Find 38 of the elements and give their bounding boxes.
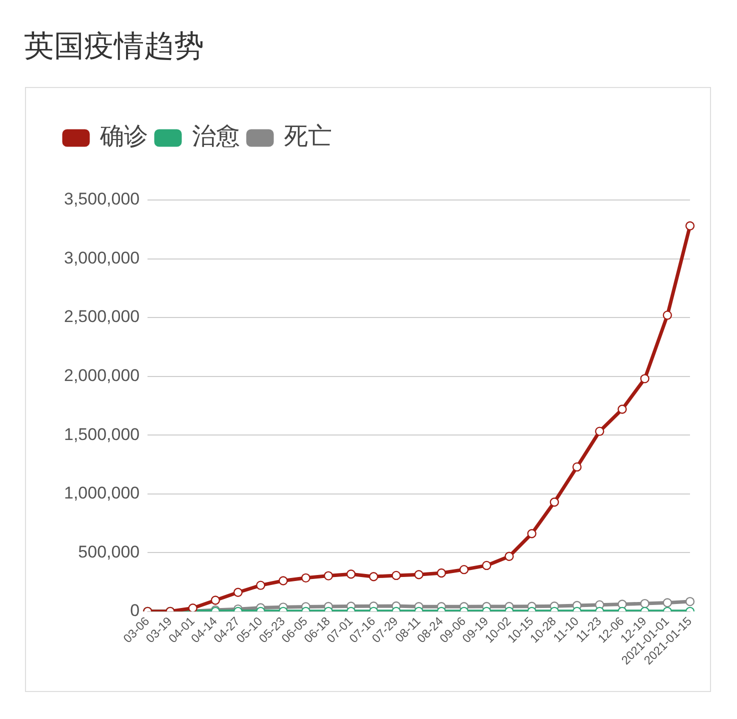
- point: [414, 570, 424, 580]
- point: [482, 560, 492, 570]
- point: [662, 598, 672, 608]
- point: [459, 564, 469, 574]
- point: [278, 576, 288, 586]
- point: [436, 568, 446, 578]
- legend-label: 确诊: [99, 122, 148, 150]
- point: [301, 573, 310, 583]
- point: [233, 588, 243, 597]
- y-tick-label: 3,000,000: [64, 248, 140, 268]
- point: [256, 580, 266, 590]
- point: [595, 426, 604, 436]
- point: [346, 570, 356, 579]
- chart-title: 英国疫情趋势: [24, 28, 204, 66]
- y-tick-label: 2,000,000: [64, 366, 140, 386]
- point: [618, 404, 627, 414]
- point: [504, 552, 514, 561]
- y-tick-label: 0: [130, 601, 140, 620]
- point: [685, 596, 695, 606]
- point: [640, 598, 650, 608]
- point: [324, 571, 334, 580]
- y-tick-label: 1,500,000: [64, 424, 140, 444]
- point: [550, 497, 560, 507]
- y-tick-label: 2,500,000: [64, 307, 140, 326]
- point: [392, 570, 401, 580]
- y-tick-label: 3,500,000: [64, 190, 140, 209]
- point: [527, 529, 536, 538]
- y-tick-label: 500,000: [78, 542, 140, 562]
- point: [188, 604, 198, 612]
- legend-label: 死亡: [284, 122, 332, 150]
- y-tick-label: 1,000,000: [64, 484, 140, 503]
- legend-label: 治愈: [192, 122, 240, 150]
- point: [369, 572, 378, 582]
- point: [640, 374, 650, 384]
- point: [572, 462, 582, 472]
- point: [685, 221, 695, 230]
- point: [210, 596, 220, 605]
- point: [662, 310, 672, 320]
